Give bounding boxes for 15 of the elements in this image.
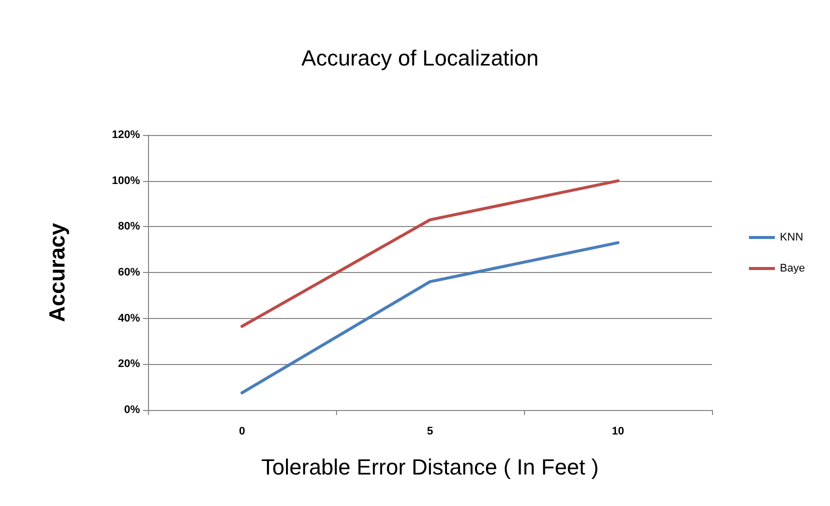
- y-axis-title: Accuracy: [44, 222, 70, 322]
- x-tick-label: 0: [238, 426, 246, 438]
- x-tick-label: 5: [426, 426, 434, 438]
- x-axis-title: Tolerable Error Distance ( In Feet ): [261, 454, 599, 480]
- chart-title: Accuracy of Localization: [301, 46, 539, 70]
- x-tick-label: 10: [612, 426, 624, 438]
- y-tick-label: 60%: [118, 266, 140, 278]
- y-tick-label: 0%: [124, 404, 140, 416]
- legend-label: KNN: [780, 232, 804, 244]
- legend-label: Baye: [780, 262, 806, 274]
- y-tick-label: 100%: [112, 174, 140, 187]
- y-tick-label: 120%: [112, 129, 140, 141]
- y-tick-label: 40%: [118, 312, 140, 324]
- y-tick-label: 80%: [118, 220, 140, 233]
- y-tick-label: 20%: [118, 358, 140, 370]
